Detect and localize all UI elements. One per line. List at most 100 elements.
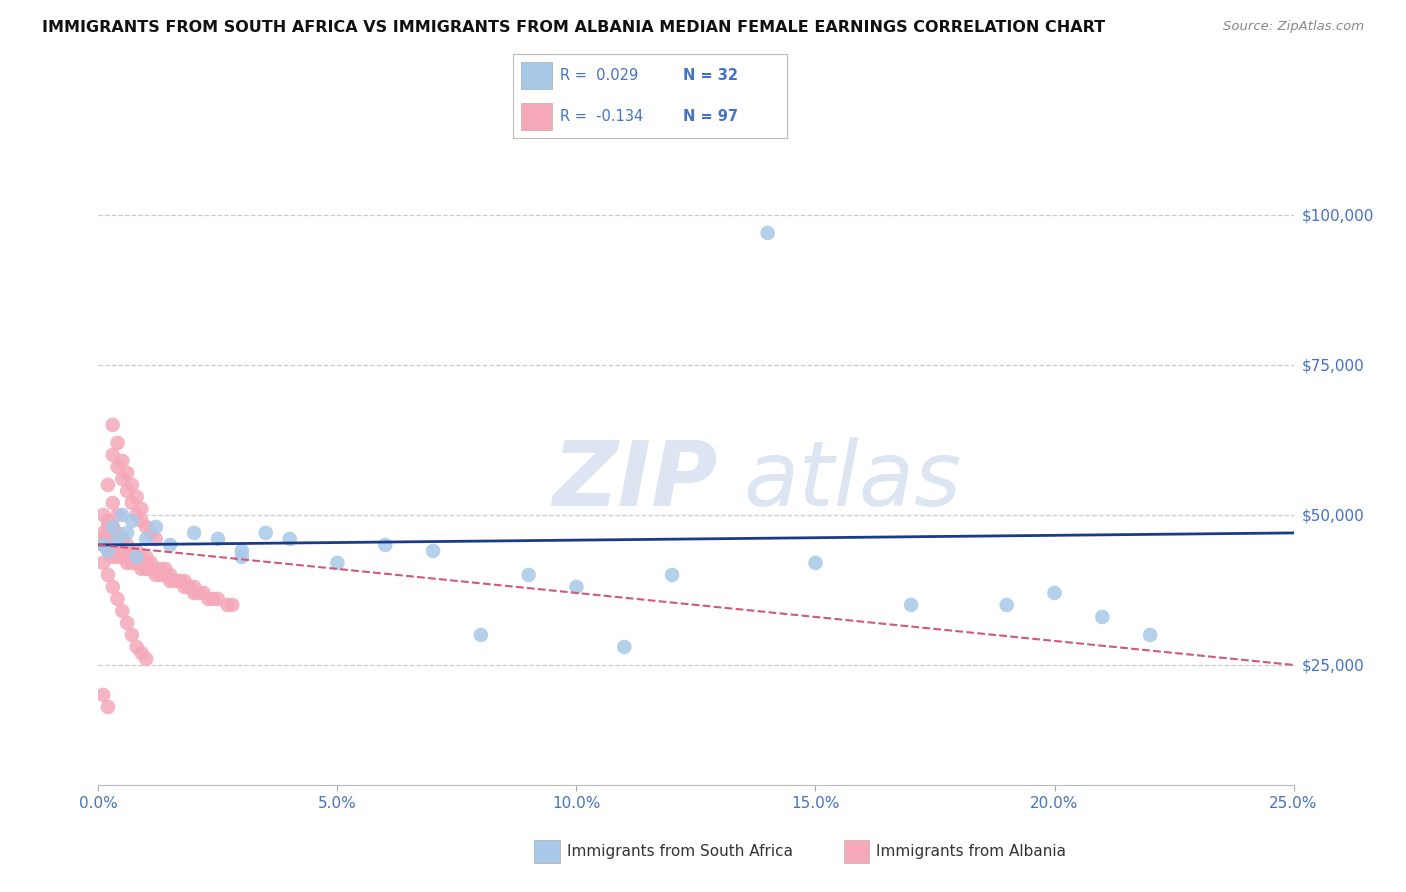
- Point: [135, 532, 157, 546]
- Point: [231, 549, 253, 564]
- Point: [131, 562, 153, 576]
- Point: [131, 549, 153, 564]
- Text: IMMIGRANTS FROM SOUTH AFRICA VS IMMIGRANTS FROM ALBANIA MEDIAN FEMALE EARNINGS C: IMMIGRANTS FROM SOUTH AFRICA VS IMMIGRAN…: [42, 20, 1105, 35]
- Point: [111, 454, 134, 468]
- Bar: [522, 103, 551, 130]
- Point: [121, 556, 143, 570]
- Point: [900, 598, 922, 612]
- Point: [107, 508, 129, 522]
- Point: [202, 591, 225, 606]
- Point: [139, 556, 162, 570]
- Point: [173, 580, 195, 594]
- Point: [145, 562, 167, 576]
- Point: [91, 538, 114, 552]
- Point: [149, 568, 172, 582]
- Point: [107, 538, 129, 552]
- Point: [125, 640, 148, 654]
- Point: [131, 502, 153, 516]
- Point: [91, 688, 114, 702]
- Point: [121, 514, 143, 528]
- Point: [101, 448, 124, 462]
- Point: [193, 586, 215, 600]
- Point: [207, 532, 229, 546]
- Point: [155, 562, 177, 576]
- Point: [111, 508, 134, 522]
- Point: [101, 549, 124, 564]
- Point: [179, 580, 201, 594]
- Point: [131, 556, 153, 570]
- Point: [139, 562, 162, 576]
- Point: [121, 496, 143, 510]
- Point: [422, 544, 444, 558]
- Point: [97, 532, 120, 546]
- Point: [1139, 628, 1161, 642]
- Point: [101, 496, 124, 510]
- Point: [145, 532, 167, 546]
- Point: [139, 525, 162, 540]
- Text: ZIP: ZIP: [553, 437, 718, 525]
- Point: [1091, 610, 1114, 624]
- Point: [101, 544, 124, 558]
- Point: [115, 525, 138, 540]
- Point: [107, 549, 129, 564]
- Point: [135, 520, 157, 534]
- Point: [101, 417, 124, 432]
- Point: [131, 646, 153, 660]
- Point: [131, 514, 153, 528]
- Point: [145, 520, 167, 534]
- Point: [183, 525, 205, 540]
- Point: [115, 466, 138, 480]
- Bar: [522, 62, 551, 89]
- Text: atlas: atlas: [744, 437, 962, 525]
- Text: R =  -0.134: R = -0.134: [560, 109, 643, 124]
- Point: [91, 525, 114, 540]
- Point: [804, 556, 827, 570]
- Point: [613, 640, 636, 654]
- Point: [107, 544, 129, 558]
- Point: [135, 556, 157, 570]
- Point: [101, 532, 124, 546]
- Point: [97, 700, 120, 714]
- Point: [97, 568, 120, 582]
- Point: [197, 591, 219, 606]
- Point: [756, 226, 779, 240]
- Point: [111, 549, 134, 564]
- Point: [135, 562, 157, 576]
- Point: [97, 544, 120, 558]
- Point: [111, 472, 134, 486]
- Point: [159, 568, 181, 582]
- Point: [173, 574, 195, 588]
- Y-axis label: Median Female Earnings: Median Female Earnings: [0, 361, 7, 549]
- Point: [163, 574, 186, 588]
- Point: [97, 478, 120, 492]
- Text: R =  0.029: R = 0.029: [560, 68, 638, 83]
- Point: [159, 574, 181, 588]
- Point: [91, 556, 114, 570]
- Text: Immigrants from South Africa: Immigrants from South Africa: [567, 845, 793, 859]
- Point: [135, 652, 157, 666]
- Point: [470, 628, 492, 642]
- Point: [254, 525, 277, 540]
- Point: [217, 598, 239, 612]
- Point: [278, 532, 301, 546]
- Point: [97, 544, 120, 558]
- Point: [115, 538, 138, 552]
- Point: [374, 538, 396, 552]
- Point: [125, 508, 148, 522]
- Point: [101, 520, 124, 534]
- Point: [231, 544, 253, 558]
- Point: [125, 556, 148, 570]
- Text: N = 97: N = 97: [683, 109, 738, 124]
- Point: [995, 598, 1018, 612]
- Text: N = 32: N = 32: [683, 68, 738, 83]
- Text: Source: ZipAtlas.com: Source: ZipAtlas.com: [1223, 20, 1364, 33]
- Point: [135, 549, 157, 564]
- Point: [107, 436, 129, 450]
- Point: [115, 556, 138, 570]
- Point: [517, 568, 540, 582]
- Point: [159, 538, 181, 552]
- Point: [149, 562, 172, 576]
- Point: [107, 532, 129, 546]
- Point: [101, 525, 124, 540]
- Point: [97, 520, 120, 534]
